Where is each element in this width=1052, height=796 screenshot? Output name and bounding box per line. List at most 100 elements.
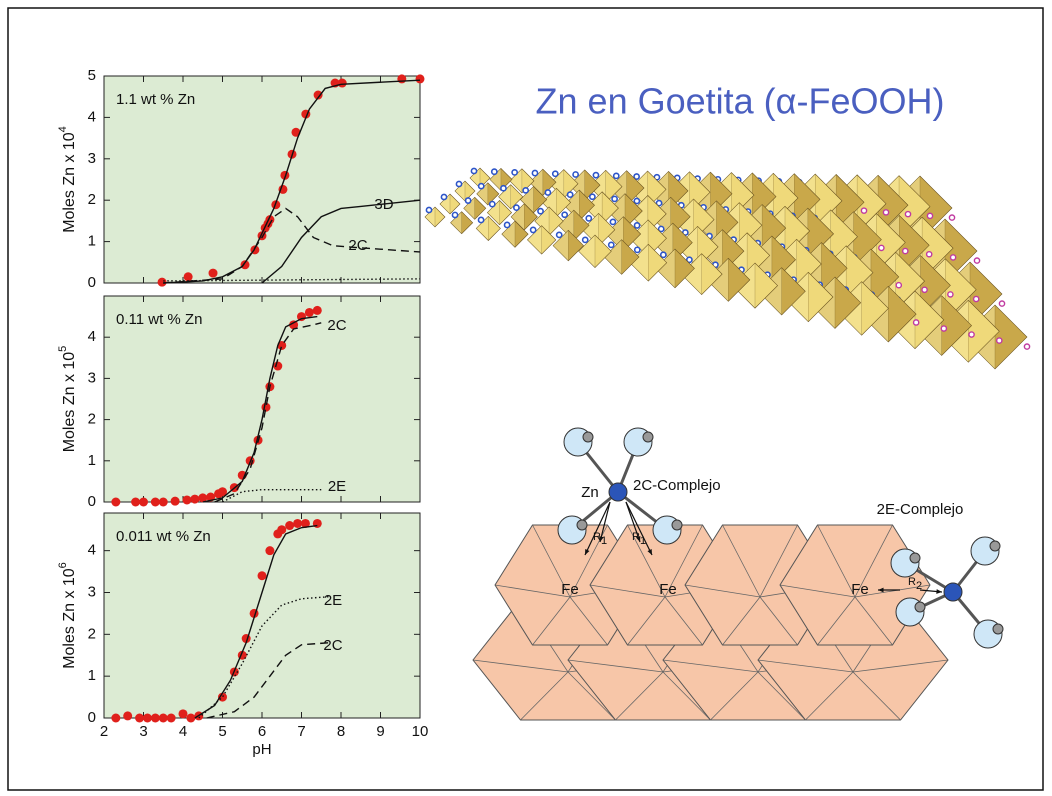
line-label: 2C xyxy=(323,637,342,654)
data-point xyxy=(111,713,121,723)
model-line xyxy=(222,488,322,503)
data-point xyxy=(415,74,425,84)
diagram-label: 1 xyxy=(601,535,607,547)
atom xyxy=(925,250,933,258)
data-point xyxy=(198,493,208,503)
data-point xyxy=(285,521,295,531)
octahedron-edge xyxy=(817,524,856,598)
model-line xyxy=(202,315,318,503)
data-point xyxy=(293,518,303,528)
atom xyxy=(503,221,511,229)
annotation: 0.011 wt % Zn xyxy=(116,528,211,545)
atom xyxy=(912,319,920,326)
diagram-label: 2C-Complejo xyxy=(633,477,721,494)
y-tick-label: 4 xyxy=(88,108,96,125)
atom xyxy=(455,180,463,188)
atom xyxy=(973,257,981,264)
y-tick-label: 2 xyxy=(88,411,96,428)
x-tick-label: 10 xyxy=(412,723,429,740)
model-line xyxy=(194,524,318,719)
arrow xyxy=(625,501,653,556)
atom xyxy=(581,236,589,244)
y-axis-label: Moles Zn x 105 xyxy=(57,346,78,453)
atom xyxy=(477,216,485,224)
y-tick-label: 0 xyxy=(88,493,96,510)
atom xyxy=(998,300,1006,307)
line-label: 3D xyxy=(374,196,393,213)
data-point xyxy=(265,546,275,556)
octahedron-edge xyxy=(627,596,666,646)
arrow-head xyxy=(878,587,884,593)
data-point xyxy=(304,307,314,317)
data-point xyxy=(280,170,290,180)
data-point xyxy=(312,305,322,315)
data-point xyxy=(150,497,160,507)
diagram-label: R xyxy=(632,531,640,543)
data-point xyxy=(289,320,299,330)
slide-title: Zn en Goetita (α-FeOOH) xyxy=(536,81,945,122)
octahedron-edge xyxy=(664,596,703,646)
y-tick-label: 1 xyxy=(88,233,96,250)
y-tick-label: 3 xyxy=(88,583,96,600)
data-point xyxy=(397,74,407,84)
diagram-label: 2 xyxy=(916,580,922,592)
model-line xyxy=(214,322,322,503)
octahedron-edge xyxy=(532,596,571,646)
octahedron-edge xyxy=(589,584,666,598)
y-tick-label: 0 xyxy=(88,274,96,291)
octahedron-edge xyxy=(567,659,664,673)
plot-area xyxy=(103,295,421,503)
octahedron-edge xyxy=(567,671,616,721)
atom xyxy=(685,256,693,264)
data-point xyxy=(273,361,283,371)
octahedron-edge xyxy=(722,524,761,598)
atom xyxy=(513,204,520,212)
atom xyxy=(659,251,667,259)
octahedron-edge xyxy=(852,659,949,673)
data-point xyxy=(111,497,121,507)
arrow xyxy=(625,501,641,543)
atom xyxy=(544,189,552,196)
data-point xyxy=(158,497,168,507)
atom xyxy=(440,193,448,201)
data-point xyxy=(182,495,192,505)
atom xyxy=(576,519,588,531)
atom xyxy=(949,254,957,261)
data-point xyxy=(190,494,200,504)
line-label: 2C xyxy=(348,237,367,254)
diagram-label: 1 xyxy=(640,535,646,547)
octahedron-edge xyxy=(779,584,856,598)
data-point xyxy=(337,78,347,88)
y-tick-label: 1 xyxy=(88,452,96,469)
atom xyxy=(943,582,963,602)
line-label: 2C xyxy=(327,317,346,334)
atom xyxy=(671,519,683,531)
annotation: 1.1 wt % Zn xyxy=(116,91,195,108)
octahedron-edge xyxy=(854,596,893,646)
atom xyxy=(522,186,530,194)
atom xyxy=(642,431,654,443)
octahedron-edge xyxy=(759,524,798,598)
model-line xyxy=(198,595,330,719)
diagram-label: Zn xyxy=(581,484,599,501)
data-point xyxy=(178,709,188,719)
polyhedron-face xyxy=(578,234,596,269)
octahedron-edge xyxy=(684,584,761,598)
y-axis-label-exp: 5 xyxy=(57,346,69,352)
diagram-label: R xyxy=(593,531,601,543)
data-point xyxy=(278,184,288,194)
atom xyxy=(607,241,615,249)
diagram-label: Fe xyxy=(659,581,677,598)
data-point xyxy=(157,277,167,287)
atom xyxy=(914,601,926,613)
octahedron-edge xyxy=(757,671,806,721)
atom xyxy=(655,199,663,207)
data-point xyxy=(257,571,267,581)
atom xyxy=(566,191,574,199)
data-point xyxy=(158,713,168,723)
y-tick-label: 3 xyxy=(88,369,96,386)
polyhedron-face xyxy=(706,257,729,302)
atom xyxy=(904,210,912,218)
data-point xyxy=(166,713,176,723)
atom xyxy=(425,206,433,214)
